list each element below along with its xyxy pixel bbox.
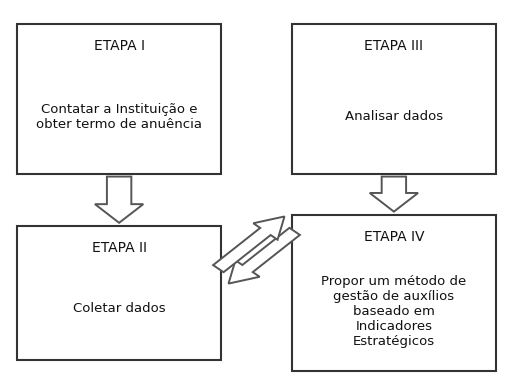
Polygon shape (370, 176, 418, 211)
FancyBboxPatch shape (17, 25, 221, 173)
FancyBboxPatch shape (292, 215, 496, 371)
Text: ETAPA III: ETAPA III (364, 39, 423, 54)
FancyBboxPatch shape (17, 226, 221, 360)
Text: Contatar a Instituição e
obter termo de anuência: Contatar a Instituição e obter termo de … (36, 103, 202, 131)
FancyBboxPatch shape (292, 25, 496, 173)
Text: ETAPA II: ETAPA II (92, 241, 147, 255)
Text: ETAPA IV: ETAPA IV (364, 230, 424, 244)
Text: ETAPA I: ETAPA I (93, 39, 145, 54)
Text: Analisar dados: Analisar dados (345, 110, 443, 123)
Polygon shape (95, 176, 143, 223)
Polygon shape (228, 228, 300, 284)
Polygon shape (213, 216, 285, 272)
Text: Coletar dados: Coletar dados (73, 302, 165, 316)
Text: Propor um método de
gestão de auxílios
baseado em
Indicadores
Estratégicos: Propor um método de gestão de auxílios b… (321, 275, 466, 348)
